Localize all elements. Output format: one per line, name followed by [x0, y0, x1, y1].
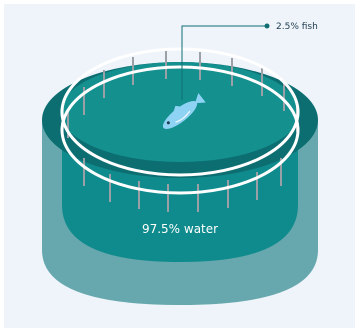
railing-posts: [67, 51, 298, 212]
fish-leader-line: [181, 25, 265, 100]
fish-leader-dot: [264, 23, 270, 29]
railing-rings: [60, 47, 300, 195]
water-percent-label: 97.5% water: [142, 222, 218, 236]
fish-percent-label: 2.5% fish: [276, 22, 318, 32]
fish-icon: [162, 93, 206, 130]
